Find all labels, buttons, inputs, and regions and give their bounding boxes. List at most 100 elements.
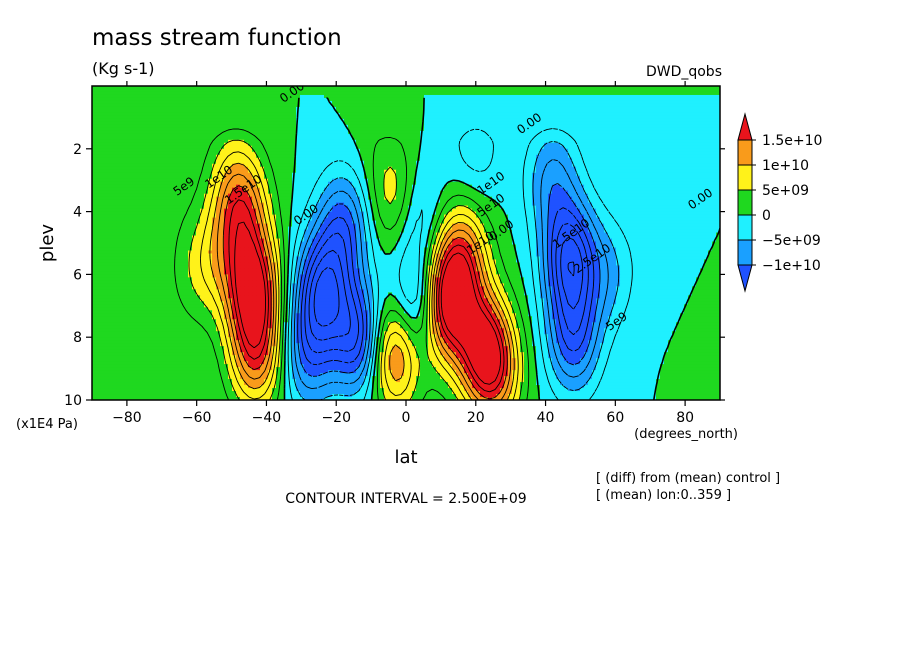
field-cell — [520, 130, 525, 135]
field-cell — [176, 97, 181, 102]
field-cell — [468, 91, 473, 96]
field-cell — [388, 148, 393, 153]
field-cell — [592, 142, 597, 147]
field-cell — [348, 100, 353, 105]
field-cell — [216, 88, 221, 93]
field-cell — [196, 142, 201, 147]
field-cell — [324, 133, 329, 138]
field-cell — [296, 151, 301, 156]
field-cell — [692, 91, 697, 96]
field-cell — [116, 145, 121, 150]
field-cell — [480, 154, 485, 159]
field-cell — [636, 151, 641, 156]
field-cell — [436, 94, 441, 99]
field-cell — [256, 175, 261, 180]
field-cell — [716, 91, 720, 96]
field-cell — [388, 112, 393, 117]
field-cell — [536, 100, 541, 105]
field-cell — [516, 145, 521, 150]
field-cell — [132, 172, 137, 177]
field-cell — [220, 169, 225, 174]
field-cell — [116, 121, 121, 126]
field-cell — [572, 145, 577, 150]
field-cell — [360, 151, 365, 156]
field-cell — [204, 172, 209, 177]
field-cell — [636, 118, 641, 123]
field-cell — [636, 124, 641, 129]
field-cell — [576, 100, 581, 105]
field-cell — [596, 151, 601, 156]
field-cell — [264, 166, 269, 171]
field-cell — [436, 145, 441, 150]
field-cell — [424, 88, 429, 93]
field-cell — [180, 148, 185, 153]
field-cell — [620, 97, 625, 102]
field-cell — [648, 86, 653, 90]
field-cell — [152, 175, 157, 180]
field-cell — [256, 91, 261, 96]
field-cell — [396, 154, 401, 159]
field-cell — [544, 112, 549, 117]
field-cell — [596, 130, 601, 135]
field-cell — [224, 160, 229, 165]
field-cell — [452, 130, 457, 135]
field-cell — [540, 106, 545, 111]
field-cell — [208, 88, 213, 93]
field-cell — [652, 103, 657, 108]
field-cell — [680, 88, 685, 93]
field-cell — [588, 163, 593, 168]
field-cell — [708, 127, 713, 132]
field-cell — [332, 97, 337, 102]
field-cell — [140, 148, 145, 153]
field-cell — [536, 106, 541, 111]
field-cell — [460, 175, 465, 180]
field-cell — [292, 103, 297, 108]
field-cell — [440, 166, 445, 171]
field-cell — [160, 94, 165, 99]
field-cell — [508, 160, 513, 165]
field-cell — [488, 112, 493, 117]
field-cell — [668, 112, 673, 117]
field-cell — [692, 97, 697, 102]
field-cell — [372, 142, 377, 147]
field-cell — [116, 142, 121, 147]
field-cell — [648, 88, 653, 93]
field-cell — [444, 130, 449, 135]
field-cell — [176, 121, 181, 126]
field-cell — [560, 100, 565, 105]
field-cell — [212, 103, 217, 108]
field-cell — [532, 112, 537, 117]
field-cell — [604, 166, 609, 171]
field-cell — [548, 178, 553, 183]
field-cell — [484, 115, 489, 120]
field-cell — [380, 157, 385, 162]
field-cell — [244, 157, 249, 162]
field-cell — [556, 121, 561, 126]
field-cell — [172, 109, 177, 114]
field-cell — [632, 172, 637, 177]
field-cell — [320, 139, 325, 144]
field-cell — [216, 160, 221, 165]
field-cell — [648, 151, 653, 156]
field-cell — [684, 127, 689, 132]
field-cell — [644, 112, 649, 117]
field-cell — [556, 94, 561, 99]
field-cell — [364, 130, 369, 135]
field-cell — [456, 166, 461, 171]
field-cell — [452, 115, 457, 120]
field-cell — [164, 160, 169, 165]
field-cell — [460, 100, 465, 105]
field-cell — [184, 130, 189, 135]
field-cell — [580, 136, 585, 141]
field-cell — [208, 136, 213, 141]
field-cell — [624, 124, 629, 129]
field-cell — [528, 145, 533, 150]
field-cell — [552, 121, 557, 126]
field-cell — [460, 118, 465, 123]
field-cell — [516, 160, 521, 165]
field-cell — [376, 121, 381, 126]
field-cell — [400, 133, 405, 138]
field-cell — [252, 88, 257, 93]
field-cell — [244, 163, 249, 168]
field-cell — [216, 109, 221, 114]
